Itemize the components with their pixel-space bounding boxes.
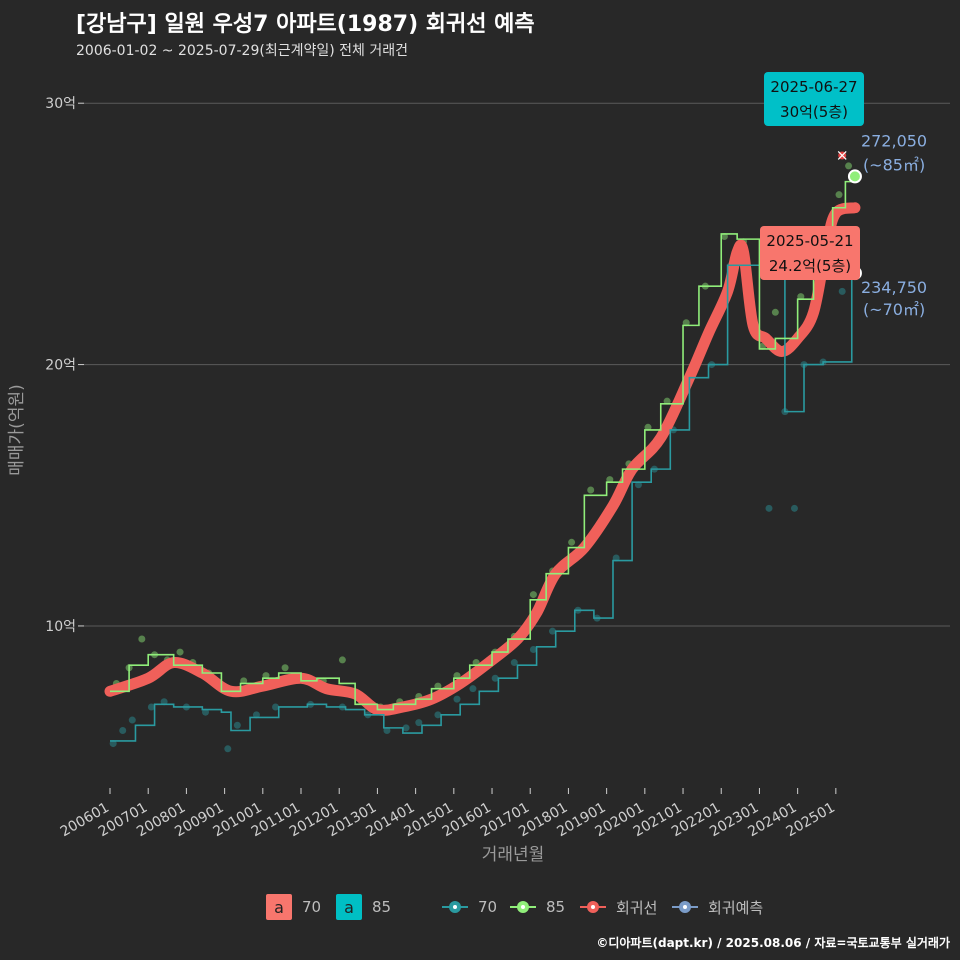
scatter-point-70 — [469, 685, 477, 693]
scatter-point-70 — [252, 711, 260, 719]
scatter-point-70 — [128, 716, 136, 724]
legend-item-line-70: 70 — [442, 890, 497, 924]
source-caption: ©디아파트(dapt.kr) / 2025.08.06 / 자료=국토교통부 실… — [596, 936, 950, 950]
annotation-date: 2025-06-27 — [770, 78, 857, 96]
series-70-line — [110, 264, 853, 742]
y-tick-label: 20억 — [45, 358, 76, 374]
scatter-point-70 — [434, 711, 442, 719]
annotation-value: 30억(5층) — [780, 103, 848, 121]
scatter-point-70 — [224, 745, 232, 753]
legend-line-key — [580, 894, 606, 920]
legend-label: 85 — [372, 898, 392, 916]
scatter-point-85 — [453, 672, 461, 680]
scatter-point-85 — [682, 319, 690, 327]
legend-item-line-85: 85 — [510, 890, 565, 924]
scatter-point-85 — [845, 162, 853, 170]
scatter-point-85 — [771, 308, 779, 316]
legend-label: 70 — [302, 898, 322, 916]
scatter-point-70 — [109, 740, 117, 748]
scatter-point-70 — [233, 721, 241, 729]
scatter-point-85 — [606, 476, 614, 484]
chart-subtitle: 2006-01-02 ~ 2025-07-29(최근계약일) 전체 거래건 — [76, 43, 408, 59]
scatter-point-70 — [202, 708, 210, 716]
scatter-point-85 — [587, 486, 595, 494]
scatter-point-85 — [797, 293, 805, 301]
scatter-point-70 — [790, 504, 798, 512]
scatter-point-70 — [402, 724, 410, 732]
scatter-point-70 — [634, 481, 642, 489]
highlight-cross-icon — [837, 151, 847, 160]
scatter-point-70 — [549, 627, 557, 635]
chart-title: [강남구] 일원 우성7 아파트(1987) 회귀선 예측 — [76, 12, 535, 37]
legend-label: 회귀선 — [616, 898, 658, 917]
end-area-label: (~85㎡) — [863, 155, 925, 174]
scatter-point-70 — [529, 645, 537, 653]
scatter-point-70 — [272, 703, 280, 711]
annotation-date: 2025-05-21 — [766, 232, 853, 250]
legend-item-box-85: a 85 — [336, 890, 391, 924]
scatter-point-85 — [644, 423, 652, 431]
scatter-point-70 — [765, 504, 773, 512]
scatter-point-85 — [138, 635, 146, 643]
scatter-point-70 — [383, 726, 391, 734]
scatter-point-70 — [415, 719, 423, 727]
scatter-point-85 — [434, 682, 442, 690]
series-85-line — [110, 176, 856, 711]
legend-item-forecast: 회귀예측 — [672, 890, 763, 924]
scatter-point-85 — [176, 648, 184, 656]
scatter-point-70 — [453, 695, 461, 703]
legend-label: 회귀예측 — [708, 898, 764, 917]
scatter-point-85 — [338, 656, 346, 664]
legend-line-key — [510, 894, 536, 920]
scatter-point-70 — [612, 554, 620, 562]
x-axis-title: 거래년월 — [482, 845, 545, 865]
scatter-point-85 — [720, 233, 728, 241]
scatter-point-70 — [147, 703, 155, 711]
end-area-label: (~70㎡) — [863, 300, 925, 319]
legend: a 70 a 85 70 85 회귀선 회귀예측 — [0, 890, 960, 924]
scatter-point-85 — [262, 672, 270, 680]
end-point-85 — [847, 169, 862, 184]
legend-key-box: a — [336, 894, 362, 920]
series-regression-line — [104, 202, 861, 716]
end-value-label: 234,750 — [861, 278, 927, 297]
scatter-point-85 — [281, 664, 289, 672]
y-tick-label: 30억 — [45, 96, 76, 112]
legend-line-key — [672, 894, 698, 920]
scatter-point-70 — [160, 698, 168, 706]
legend-key-box: a — [266, 894, 292, 920]
legend-item-regression: 회귀선 — [580, 890, 657, 924]
y-tick-label: 10억 — [45, 619, 76, 635]
scatter-point-70 — [838, 287, 846, 295]
legend-label: 85 — [546, 898, 566, 916]
annotation-box — [760, 226, 860, 280]
scatter-point-85 — [529, 591, 537, 599]
scatter-point-85 — [835, 191, 843, 199]
scatter-point-85 — [663, 397, 671, 405]
scatter-point-85 — [568, 538, 576, 546]
annotation-value: 24.2억(5층) — [769, 257, 851, 275]
legend-label: 70 — [478, 898, 498, 916]
y-axis-title: 매매가(억원) — [7, 384, 27, 475]
scatter-point-70 — [119, 726, 127, 734]
scatter-point-85 — [240, 677, 248, 685]
legend-item-box-70: a 70 — [266, 890, 321, 924]
scatter-point-70 — [510, 659, 518, 667]
annotation-box — [764, 72, 864, 126]
scatter-point-70 — [491, 674, 499, 682]
end-value-label: 272,050 — [861, 131, 927, 150]
legend-line-key — [442, 894, 468, 920]
